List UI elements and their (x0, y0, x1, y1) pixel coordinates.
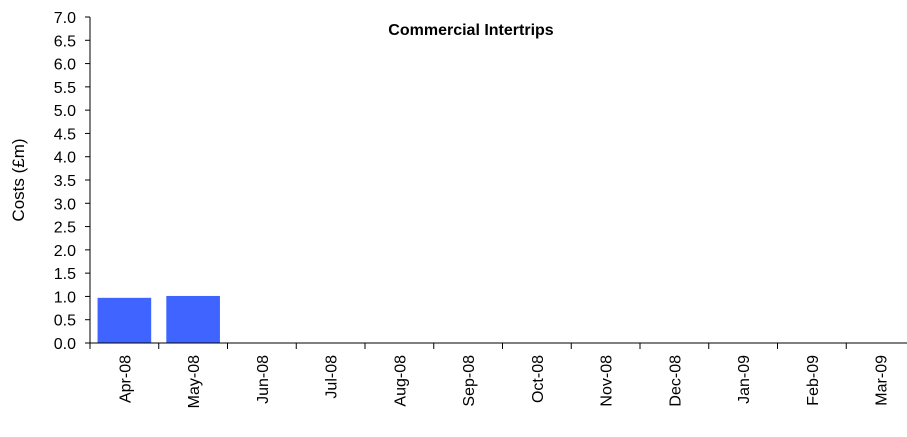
y-axis-label: Costs (£m) (9, 138, 28, 221)
bar-apr-08 (97, 297, 152, 343)
x-tick-label: Jun-08 (255, 355, 272, 404)
bars-group (97, 295, 220, 343)
y-axis-ticks: 0.0 0.5 1.0 1.5 2.0 2.5 3.0 3.5 4.0 4.5 5.0 5.5 6.0 6… (54, 10, 90, 353)
x-tick-label: Oct-08 (530, 355, 547, 403)
y-tick-label: 5.5 (54, 80, 76, 97)
x-tick-label: Apr-08 (117, 355, 134, 403)
x-tick-label: Aug-08 (392, 355, 409, 407)
y-tick-label: 1.5 (54, 266, 76, 283)
x-tick-label: Nov-08 (599, 355, 616, 407)
bar-may-08 (166, 295, 220, 343)
x-tick-label: Jan-09 (736, 355, 753, 404)
x-tick-label: Sep-08 (461, 355, 478, 407)
y-tick-label: 6.0 (54, 57, 76, 74)
x-tick-label: Dec-08 (667, 355, 684, 407)
y-tick-label: 2.5 (54, 220, 76, 237)
y-tick-label: 5.0 (54, 103, 76, 120)
y-tick-label: 0.5 (54, 313, 76, 330)
y-tick-label: 3.5 (54, 173, 76, 190)
y-tick-label: 6.5 (54, 33, 76, 50)
x-tick-label: Feb-09 (805, 355, 822, 406)
y-tick-label: 2.0 (54, 243, 76, 260)
y-tick-label: 3.0 (54, 196, 76, 213)
y-tick-label: 4.5 (54, 126, 76, 143)
x-tick-label: May-08 (186, 355, 203, 408)
y-tick-label: 7.0 (54, 10, 76, 27)
x-tick-label: Mar-09 (874, 355, 891, 406)
x-tick-label: Jul-08 (324, 355, 341, 399)
y-tick-label: 4.0 (54, 150, 76, 167)
x-axis-ticks: Apr-08 May-08 Jun-08 Jul-08 Aug-08 Sep-08 Oct-… (89, 343, 891, 408)
y-tick-label: 1.0 (54, 289, 76, 306)
chart-title: Commercial Intertrips (388, 22, 553, 39)
y-tick-label: 0.0 (54, 336, 76, 353)
